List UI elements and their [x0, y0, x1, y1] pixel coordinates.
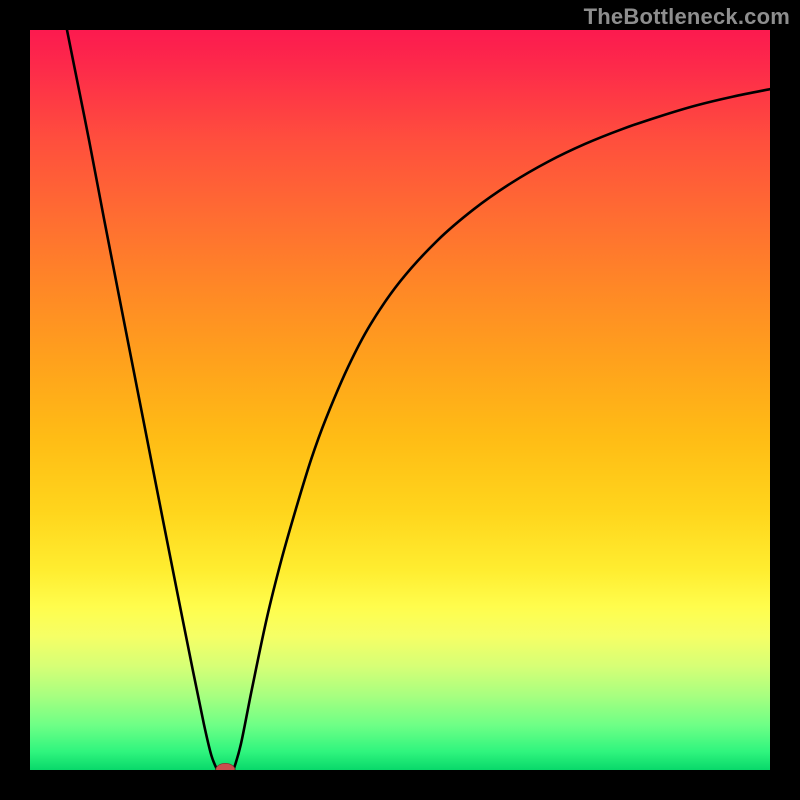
plot-svg	[30, 30, 770, 770]
plot-area	[30, 30, 770, 770]
gradient-background	[30, 30, 770, 770]
chart-frame: TheBottleneck.com	[0, 0, 800, 800]
watermark-text: TheBottleneck.com	[584, 4, 790, 30]
